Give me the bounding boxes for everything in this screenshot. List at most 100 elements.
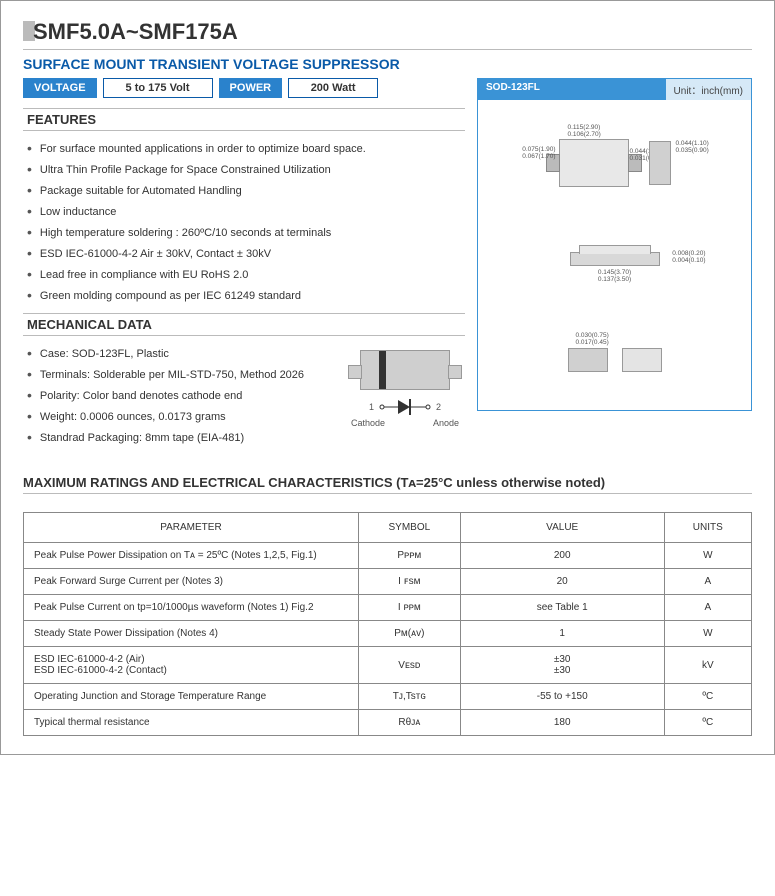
side-view-wrap: 0.145(3.70) 0.137(3.50) 0.008(0.20) 0.00… <box>570 252 660 283</box>
feature-item: Lead free in compliance with EU RoHS 2.0 <box>27 263 465 284</box>
diode-symbol-icon <box>378 396 432 418</box>
package-drawings: 0.075(1.90) 0.067(1.70) 0.115(2.90) 0.10… <box>478 100 751 410</box>
cell-parameter: Steady State Power Dissipation (Notes 4) <box>24 621 359 647</box>
pad-left <box>568 348 608 372</box>
mechanical-item: Polarity: Color band denotes cathode end <box>27 384 333 405</box>
power-label-pill: POWER <box>219 78 283 98</box>
diode-symbol: 1 2 <box>345 396 465 418</box>
pad-view-wrap: 0.030(0.75) 0.017(0.45) <box>568 348 662 372</box>
cathode-label: Cathode <box>351 418 385 428</box>
cell-symbol: Pᴍ(ᴀᴠ) <box>358 621 460 647</box>
table-row: Peak Pulse Current on tp=10/1000µs wavef… <box>24 595 752 621</box>
cell-value: 1 <box>460 621 664 647</box>
mechanical-item: Terminals: Solderable per MIL-STD-750, M… <box>27 363 333 384</box>
table-row: Peak Pulse Power Dissipation on Tᴀ = 25º… <box>24 543 752 569</box>
spec-pills: VOLTAGE 5 to 175 Volt POWER 200 Watt <box>23 78 465 98</box>
cell-parameter: Peak Forward Surge Current per (Notes 3) <box>24 569 359 595</box>
package-outline-box: SOD-123FL Unit：inch(mm) 0.075(1.90) 0.06… <box>477 78 752 411</box>
mechanical-item: Standrad Packaging: 8mm tape (EIA-481) <box>27 426 333 447</box>
divider <box>23 49 752 50</box>
package-body-icon <box>360 350 450 390</box>
package-header: SOD-123FL Unit：inch(mm) <box>478 79 751 100</box>
top-view-row: 0.075(1.90) 0.067(1.70) 0.115(2.90) 0.10… <box>559 139 671 187</box>
table-row: Steady State Power Dissipation (Notes 4)… <box>24 621 752 647</box>
cell-parameter: Peak Pulse Current on tp=10/1000µs wavef… <box>24 595 359 621</box>
table-row: Operating Junction and Storage Temperatu… <box>24 684 752 710</box>
col-units: UNITS <box>664 513 751 543</box>
feature-item: Low inductance <box>27 200 465 221</box>
col-value: VALUE <box>460 513 664 543</box>
part-number-text: SMF5.0A~SMF175A <box>33 19 238 44</box>
cell-value: 20 <box>460 569 664 595</box>
side-view <box>570 252 660 266</box>
ratings-body: Peak Pulse Power Dissipation on Tᴀ = 25º… <box>24 543 752 736</box>
table-row: Typical thermal resistanceRθᴊᴀ180ºC <box>24 710 752 736</box>
feature-item: ESD IEC-61000-4-2 Air ± 30kV, Contact ± … <box>27 242 465 263</box>
cell-symbol: Pᴘᴘᴍ <box>358 543 460 569</box>
mechanical-item: Weight: 0.0006 ounces, 0.0173 grams <box>27 405 333 426</box>
cell-units: W <box>664 621 751 647</box>
feature-item: High temperature soldering : 260ºC/10 se… <box>27 221 465 242</box>
pad-right <box>622 348 662 372</box>
cell-parameter: Peak Pulse Power Dissipation on Tᴀ = 25º… <box>24 543 359 569</box>
package-unit: Unit：inch(mm) <box>666 79 751 100</box>
features-heading: FEATURES <box>23 108 465 131</box>
feature-item: Package suitable for Automated Handling <box>27 179 465 200</box>
cell-symbol: I ꜰsᴍ <box>358 569 460 595</box>
anode-label: Anode <box>433 418 459 428</box>
ratings-table: PARAMETER SYMBOL VALUE UNITS Peak Pulse … <box>23 512 752 736</box>
table-row: Peak Forward Surge Current per (Notes 3)… <box>24 569 752 595</box>
feature-item: Green molding compound as per IEC 61249 … <box>27 284 465 305</box>
cell-units: ºC <box>664 710 751 736</box>
cell-parameter: Operating Junction and Storage Temperatu… <box>24 684 359 710</box>
datasheet-page: SMF5.0A~SMF175A SURFACE MOUNT TRANSIENT … <box>0 0 775 755</box>
end-view: 0.044(1.10) 0.035(0.90) <box>649 141 671 185</box>
ratings-title: MAXIMUM RATINGS AND ELECTRICAL CHARACTER… <box>23 475 752 490</box>
right-column: SOD-123FL Unit：inch(mm) 0.075(1.90) 0.06… <box>477 78 752 447</box>
pin1-label: 1 <box>369 402 374 412</box>
cell-parameter: ESD IEC-61000-4-2 (Air) ESD IEC-61000-4-… <box>24 647 359 684</box>
cell-value: see Table 1 <box>460 595 664 621</box>
left-column: VOLTAGE 5 to 175 Volt POWER 200 Watt FEA… <box>23 78 465 447</box>
cell-value: 180 <box>460 710 664 736</box>
cell-symbol: Vᴇsᴅ <box>358 647 460 684</box>
cell-value: -55 to +150 <box>460 684 664 710</box>
top-two-column: VOLTAGE 5 to 175 Volt POWER 200 Watt FEA… <box>23 78 752 447</box>
cell-units: ºC <box>664 684 751 710</box>
cell-symbol: I ᴘᴘᴍ <box>358 595 460 621</box>
table-header-row: PARAMETER SYMBOL VALUE UNITS <box>24 513 752 543</box>
mechanical-list: Case: SOD-123FL, PlasticTerminals: Solde… <box>23 342 333 447</box>
pin2-label: 2 <box>436 402 441 412</box>
dim-pad: 0.030(0.75) 0.017(0.45) <box>576 332 609 346</box>
mechanical-row: Case: SOD-123FL, PlasticTerminals: Solde… <box>23 342 465 447</box>
cell-symbol: Tᴊ,Tsᴛɢ <box>358 684 460 710</box>
part-number-title: SMF5.0A~SMF175A <box>23 19 752 45</box>
voltage-value-pill: 5 to 175 Volt <box>103 78 213 98</box>
table-row: ESD IEC-61000-4-2 (Air) ESD IEC-61000-4-… <box>24 647 752 684</box>
col-symbol: SYMBOL <box>358 513 460 543</box>
cell-units: kV <box>664 647 751 684</box>
cell-units: A <box>664 595 751 621</box>
package-name: SOD-123FL <box>478 79 666 100</box>
cell-value: ±30 ±30 <box>460 647 664 684</box>
cell-units: W <box>664 543 751 569</box>
dim-end: 0.044(1.10) 0.035(0.90) <box>676 140 709 154</box>
pin-labels: Cathode Anode <box>345 418 465 428</box>
voltage-label-pill: VOLTAGE <box>23 78 97 98</box>
cell-value: 200 <box>460 543 664 569</box>
top-view-body: 0.075(1.90) 0.067(1.70) 0.115(2.90) 0.10… <box>559 139 629 187</box>
subtitle: SURFACE MOUNT TRANSIENT VOLTAGE SUPPRESS… <box>23 56 752 72</box>
dim-width: 0.115(2.90) 0.106(2.70) <box>568 124 601 138</box>
power-value-pill: 200 Watt <box>288 78 378 98</box>
cell-parameter: Typical thermal resistance <box>24 710 359 736</box>
mechanical-heading: MECHANICAL DATA <box>23 313 465 336</box>
col-parameter: PARAMETER <box>24 513 359 543</box>
feature-item: Ultra Thin Profile Package for Space Con… <box>27 158 465 179</box>
cell-units: A <box>664 569 751 595</box>
dim-height: 0.075(1.90) 0.067(1.70) <box>516 146 556 160</box>
mechanical-item: Case: SOD-123FL, Plastic <box>27 342 333 363</box>
dim-thick: 0.008(0.20) 0.004(0.10) <box>672 250 705 264</box>
pad-row <box>568 348 662 372</box>
dim-length: 0.145(3.70) 0.137(3.50) <box>570 269 660 283</box>
divider <box>23 493 752 494</box>
